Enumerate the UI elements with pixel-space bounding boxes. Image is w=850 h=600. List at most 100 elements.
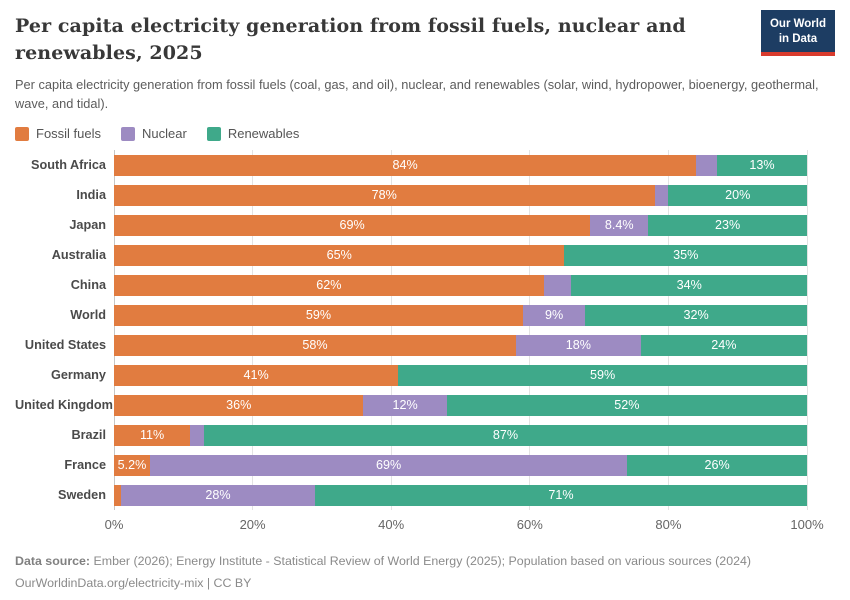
bar-segment-nuclear[interactable]: 9% [522,304,586,326]
stacked-bar: 84% 13% [114,154,807,176]
bar-segment-fossil-fuels[interactable]: 5.2% [114,454,150,476]
bar-row: 78% 20% [114,180,807,210]
legend: Fossil fuels Nuclear Renewables [15,126,850,141]
bar-segment-renewables[interactable]: 32% [585,304,807,326]
bar-segment-fossil-fuels[interactable]: 78% [114,184,655,206]
stacked-bar: 62% 34% [114,274,807,296]
bar-segment-fossil-fuels[interactable]: 69% [114,214,591,236]
bar-value-label: 69% [375,458,402,473]
legend-swatch [121,126,136,141]
bar-value-label: 65% [326,248,352,263]
bar-value-label: 8.4% [604,218,634,233]
bar-row: 59% 9% 32% [114,300,807,330]
gridline [667,150,669,511]
bar-value-label: 13% [749,158,775,173]
legend-swatch [15,126,29,141]
axis-line [113,150,115,511]
legend-item-nuclear[interactable]: Nuclear [121,126,187,141]
bar-segment-fossil-fuels[interactable]: 36% [114,394,364,416]
bar-segment-renewables[interactable]: 26% [627,454,807,476]
stacked-bar: 28% 71% [114,484,807,506]
bar-value-label: 9% [544,308,564,323]
bar-segment-renewables[interactable]: 35% [564,244,807,266]
bar-value-label: 41% [243,368,269,383]
bar-segment-fossil-fuels[interactable]: 65% [114,244,565,266]
country-label: United States [24,338,106,353]
bar-segment-nuclear[interactable]: 12% [363,394,447,416]
bar-segment-renewables[interactable]: 87% [204,424,807,446]
bar-segment-renewables[interactable]: 71% [314,484,807,506]
bar-value-label: 36% [226,398,252,413]
x-tick-label: 80% [655,517,682,533]
stacked-bar: 5.2% 69% 26% [114,454,807,476]
bar-value-label: 62% [316,278,342,293]
owid-logo-line1: Our World [769,18,826,30]
country-label: World [70,308,106,323]
bar-value-label: 58% [302,338,328,353]
stacked-bar: 78% 20% [114,184,807,206]
country-labels-column: South Africa India Japan Australia China Worl… [15,150,114,538]
bar-segment-fossil-fuels[interactable]: 58% [114,334,516,356]
country-label: Japan [69,218,106,233]
stacked-bar-chart: South Africa India Japan Australia China Worl… [0,150,850,538]
country-label: Brazil [71,428,106,443]
legend-swatch [206,126,221,141]
bar-row: 36% 12% 52% [114,390,807,420]
x-tick-label: 100% [790,517,824,533]
header: Per capita electricity generation from f… [0,0,850,113]
page-title: Per capita electricity generation from f… [15,15,686,64]
bar-segment-renewables[interactable]: 52% [446,394,807,416]
bar-segment-nuclear[interactable] [190,424,205,446]
bar-segment-renewables[interactable]: 13% [716,154,807,176]
bar-segment-renewables[interactable]: 59% [398,364,807,386]
bar-value-label: 69% [339,218,365,233]
bar-rows: 84% 13% 78% 20% 69% 8.4% 23% 65% 35% 62% 34% 59% 9% 3… [113,150,808,511]
bar-segment-renewables[interactable]: 20% [668,184,807,206]
owid-link[interactable]: OurWorldinData.org/electricity-mix | CC … [15,576,252,591]
bar-segment-fossil-fuels[interactable] [114,484,121,506]
legend-item-renewables[interactable]: Renewables [206,126,299,141]
bar-segment-nuclear[interactable]: 18% [515,334,641,356]
bar-value-label: 24% [711,338,737,353]
gridline [806,150,808,511]
gridline [529,150,531,511]
country-label: India [76,188,106,203]
bar-segment-nuclear[interactable]: 28% [120,484,315,506]
country-label: Germany [50,368,106,383]
bar-segment-fossil-fuels[interactable]: 84% [114,154,697,176]
bar-segment-renewables[interactable]: 24% [640,334,807,356]
bar-segment-fossil-fuels[interactable]: 11% [114,424,191,446]
bar-segment-nuclear[interactable] [543,274,572,296]
bar-segment-renewables[interactable]: 34% [571,274,807,296]
bar-value-label: 23% [714,218,741,233]
bar-row: 28% 71% [114,480,807,510]
stacked-bar: 41% 59% [114,364,807,386]
gridline [390,150,392,511]
owid-logo[interactable]: Our World in Data [760,10,835,56]
bar-segment-nuclear[interactable]: 69% [149,454,628,476]
bar-value-label: 34% [676,278,702,293]
x-tick-label: 60% [516,517,543,533]
footer: Data source: Ember (2026); Energy Instit… [0,551,850,594]
stacked-bar: 59% 9% 32% [114,304,807,326]
bar-row: 5.2% 69% 26% [114,450,807,480]
country-label: Australia [51,248,106,263]
country-label: Sweden [58,488,106,503]
legend-item-fossil-fuels[interactable]: Fossil fuels [15,126,101,141]
bar-segment-nuclear[interactable]: 8.4% [590,214,649,236]
data-source-label: Data source: [15,554,91,569]
bar-segment-nuclear[interactable] [696,154,717,176]
bar-segment-renewables[interactable]: 23% [648,214,807,236]
stacked-bar: 65% 35% [114,244,807,266]
bar-row: 11% 87% [114,420,807,450]
bar-segment-fossil-fuels[interactable]: 62% [114,274,544,296]
bar-segment-nuclear[interactable] [654,184,669,206]
bar-row: 84% 13% [114,150,807,180]
bar-segment-fossil-fuels[interactable]: 41% [114,364,399,386]
x-tick-label: 0% [104,517,124,533]
bar-segment-fossil-fuels[interactable]: 59% [114,304,523,326]
gridline [252,150,254,511]
bar-value-label: 5.2% [117,458,147,473]
bar-value-label: 84% [392,158,418,173]
bar-value-label: 59% [305,308,332,323]
